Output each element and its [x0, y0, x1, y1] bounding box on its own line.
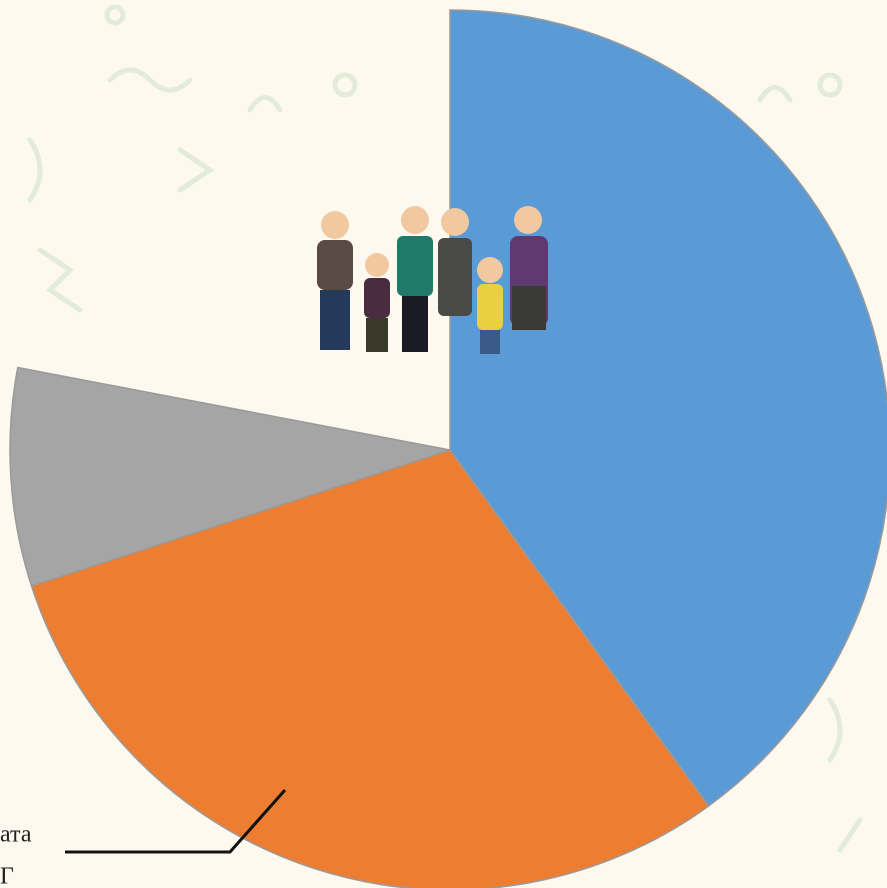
pie-slice — [9, 366, 451, 587]
pie-slice — [449, 9, 887, 808]
annotation: Г — [0, 864, 14, 888]
family-illustration — [317, 206, 548, 354]
annotation: ата — [0, 822, 32, 848]
background-pattern — [27, 4, 863, 853]
pie — [9, 9, 887, 888]
pie-slice — [30, 449, 710, 888]
leader-line — [65, 789, 287, 854]
